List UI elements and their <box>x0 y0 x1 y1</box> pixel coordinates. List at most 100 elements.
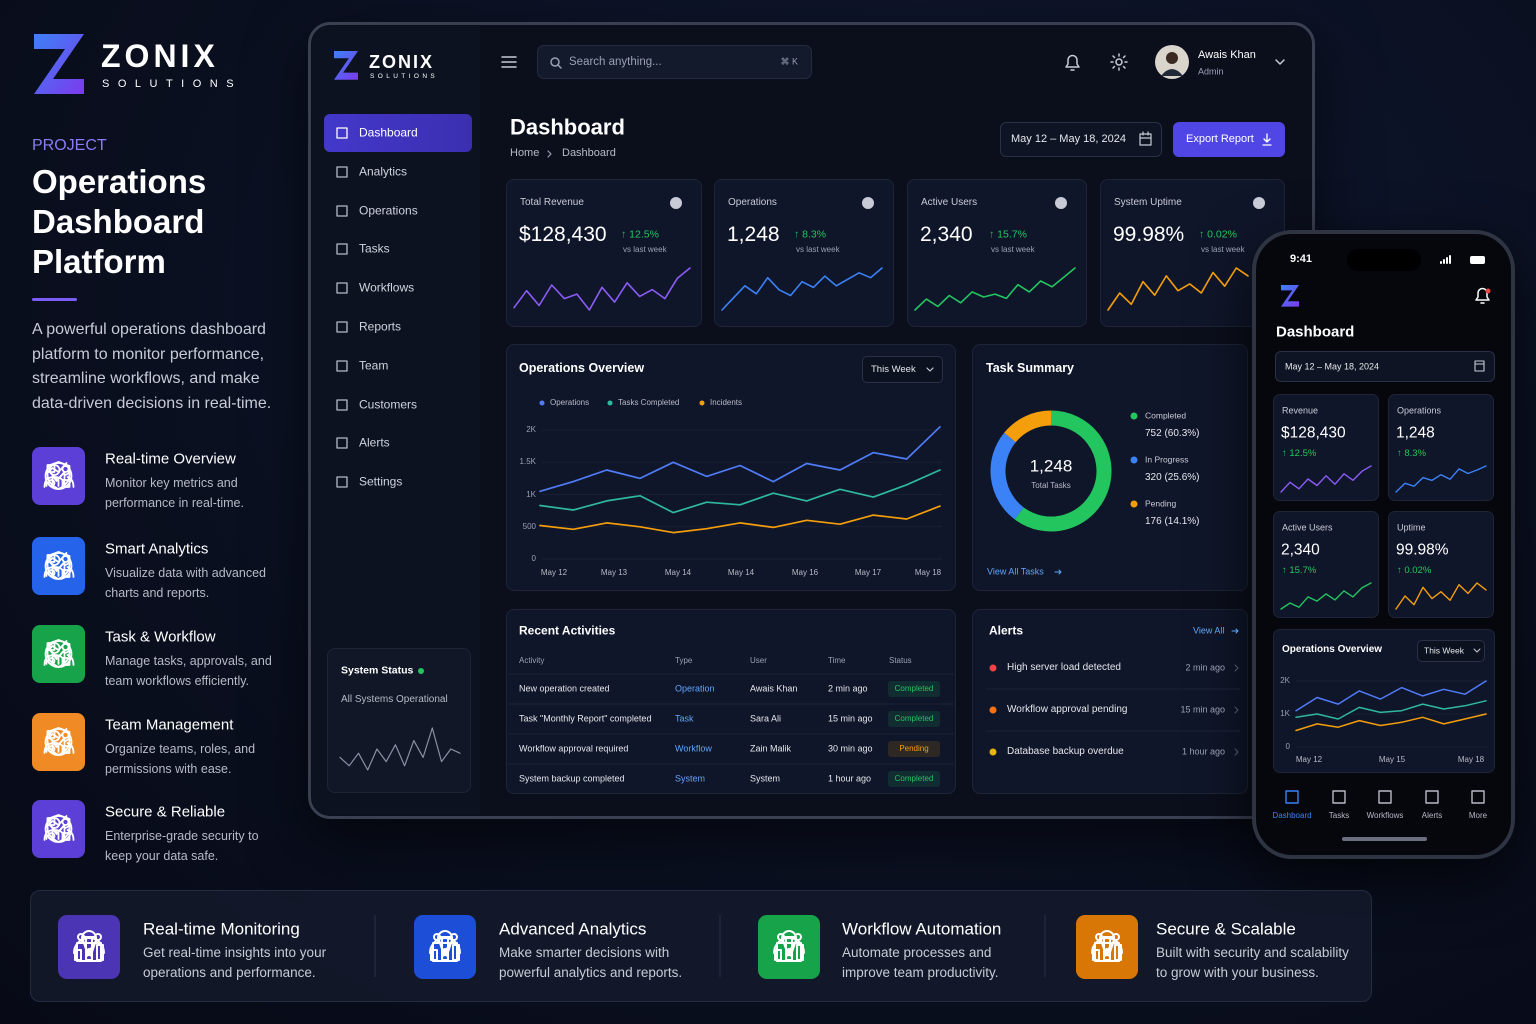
accent-bar <box>32 298 77 301</box>
card-title: Recent Activities <box>519 623 616 638</box>
status-label: Pending <box>899 744 929 753</box>
nav-item-active[interactable] <box>324 114 472 152</box>
kpi-change: ↑ 0.02% <box>1397 565 1432 577</box>
x-tick-label: May 16 <box>791 568 819 577</box>
benefits-bar <box>30 890 1372 1002</box>
benefit-text: Make smarter decisions with powerful ana… <box>499 945 683 980</box>
eyebrow: PROJECT <box>32 137 107 154</box>
x-tick-label: May 13 <box>600 568 628 577</box>
date-range: May 12 – May 18, 2024 <box>1285 361 1380 372</box>
table-cell: Workflow <box>675 743 712 754</box>
nav-item[interactable] <box>324 349 472 383</box>
intro-description: A powerful operations dashboard platform… <box>32 321 272 412</box>
status-badge <box>888 711 940 727</box>
kpi-value: 1,248 <box>727 222 780 246</box>
kpi-value: 2,340 <box>1281 541 1320 559</box>
alert-text: Database backup overdue <box>1007 745 1124 757</box>
status-label: Completed <box>894 714 934 723</box>
nav-label: Alerts <box>359 435 390 450</box>
search-box[interactable] <box>537 45 812 79</box>
card-title: Alerts <box>989 623 1024 638</box>
table-cell: 1 hour ago <box>828 773 872 784</box>
benefit-text: Built with security and scalability to g… <box>1156 945 1349 980</box>
kpi-label: Operations <box>1397 405 1442 416</box>
period-label: This Week <box>1424 645 1464 656</box>
status-label: Completed <box>894 774 934 783</box>
feature-icon <box>32 447 85 505</box>
mobile-date-picker[interactable] <box>1275 351 1495 382</box>
tab-label[interactable]: Workflows <box>1366 811 1404 820</box>
x-tick-label: May 14 <box>664 568 692 577</box>
legend-value: 176 (14.1%) <box>1145 515 1200 527</box>
view-all-link[interactable]: View All <box>1193 625 1225 636</box>
table-header: Status <box>889 656 912 665</box>
card-title: Operations Overview <box>1282 643 1383 655</box>
status-badge <box>888 681 940 697</box>
logo-mark <box>34 34 84 94</box>
table-cell: New operation created <box>519 683 610 694</box>
user-name: Awais Khan <box>1198 49 1256 62</box>
kpi-change: ↑ 12.5% <box>1282 448 1317 460</box>
x-tick-label: May 18 <box>914 568 942 577</box>
export-label: Export Report <box>1186 133 1254 146</box>
legend-value: 320 (25.6%) <box>1145 471 1200 483</box>
nav-label: Workflows <box>359 280 415 295</box>
nav-label: Settings <box>359 474 403 489</box>
status-badge <box>888 741 940 757</box>
kpi-change: ↑ 12.5% <box>621 228 659 241</box>
benefit-icon <box>758 915 820 979</box>
legend-label: Tasks Completed <box>618 398 680 407</box>
table-cell: Workflow approval required <box>519 743 629 754</box>
period-label: This Week <box>871 364 916 376</box>
system-status-text: All Systems Operational <box>341 693 448 705</box>
kpi-change: ↑ 8.3% <box>794 228 827 241</box>
kpi-value: 1,248 <box>1396 424 1435 442</box>
kpi-label: Total Revenue <box>520 196 584 208</box>
date-picker[interactable] <box>1000 122 1162 157</box>
feature-title: Secure & Reliable <box>105 803 226 821</box>
table-cell: Sara Ali <box>750 713 782 724</box>
table-cell: 15 min ago <box>828 713 873 724</box>
system-status-title: System Status <box>341 664 414 677</box>
search-placeholder: Search anything... <box>569 55 662 68</box>
donut-total: 1,248 <box>1029 456 1073 476</box>
legend-label: Incidents <box>710 398 743 407</box>
dynamic-island <box>1347 249 1421 271</box>
x-tick-label: May 17 <box>854 568 882 577</box>
feature-icon <box>32 625 85 683</box>
benefit-icon <box>58 915 120 979</box>
legend-label: Completed <box>1145 410 1187 421</box>
nav-item[interactable] <box>324 426 472 460</box>
nav-item[interactable] <box>324 232 472 266</box>
tab-label[interactable]: More <box>1468 811 1488 820</box>
nav-label: Team <box>359 358 389 373</box>
tab-label[interactable]: Tasks <box>1328 811 1350 820</box>
period-select[interactable] <box>1417 640 1485 662</box>
table-cell: 2 min ago <box>828 683 868 694</box>
brand-tagline: SOLUTIONS <box>102 78 243 91</box>
search-shortcut: ⌘ K <box>780 56 798 67</box>
feature-title: Smart Analytics <box>105 540 209 558</box>
y-tick-label: 1.5K <box>519 457 536 467</box>
feature-title: Team Management <box>105 716 234 734</box>
benefit-text: Get real-time insights into your operati… <box>143 945 327 980</box>
table-header: Activity <box>519 656 545 665</box>
tab-label[interactable]: Alerts <box>1421 811 1443 820</box>
status-time: 9:41 <box>1290 253 1313 266</box>
kpi-note: vs last week <box>796 245 840 254</box>
status-label: Completed <box>894 684 934 693</box>
y-tick-label: 0 <box>531 554 536 563</box>
tab-label[interactable]: Dashboard <box>1272 811 1312 820</box>
legend-label: Pending <box>1145 498 1177 509</box>
kpi-change: ↑ 15.7% <box>1282 565 1317 577</box>
kpi-label: Operations <box>728 196 777 208</box>
legend-label: Operations <box>550 398 590 407</box>
app-logo-tagline: SOLUTIONS <box>370 72 439 80</box>
view-all-link[interactable]: View All Tasks <box>987 566 1044 577</box>
y-tick-label: 2K <box>1280 676 1290 685</box>
x-tick-label: May 12 <box>540 568 568 577</box>
alert-time: 2 min ago <box>1185 662 1225 673</box>
alert-text: High server load detected <box>1007 661 1121 673</box>
status-badge <box>888 771 940 787</box>
